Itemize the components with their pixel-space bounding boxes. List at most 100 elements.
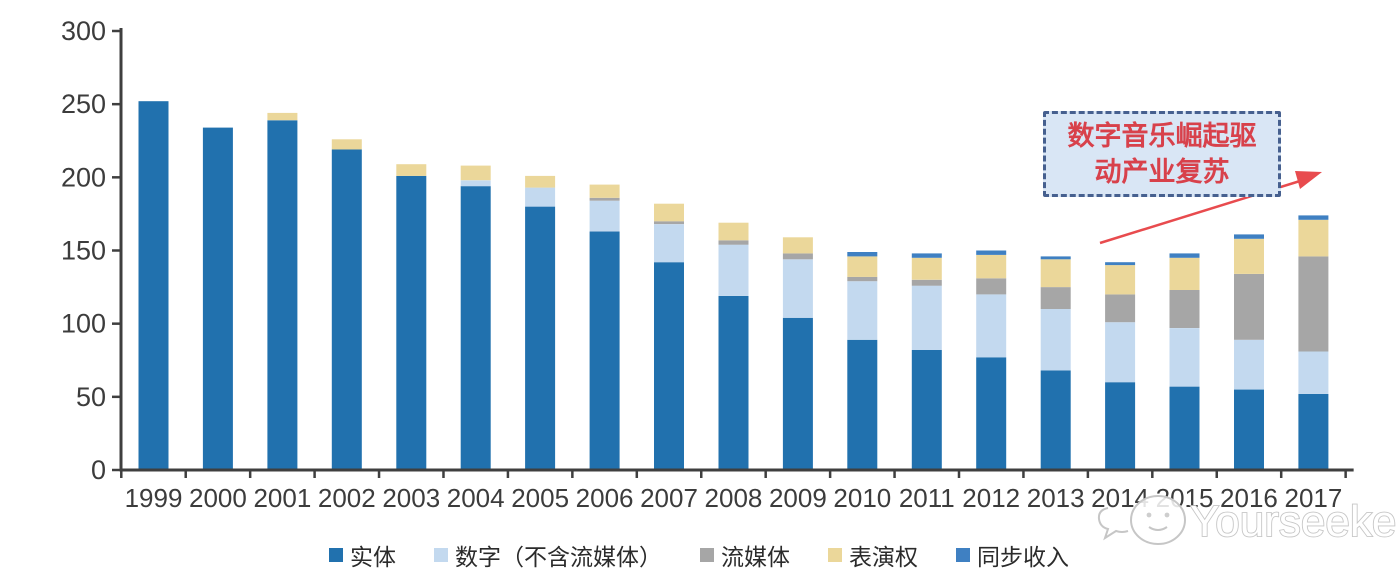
bar-segment-2016 bbox=[1234, 234, 1264, 239]
bar-segment-2005 bbox=[525, 187, 556, 207]
bar-segment-2008 bbox=[718, 222, 749, 241]
legend-swatch-performance bbox=[828, 548, 842, 562]
legend-item-streaming: 流媒体 bbox=[700, 538, 790, 572]
x-tick-label-2011: 2011 bbox=[899, 483, 955, 513]
bar-segment-2014 bbox=[1105, 294, 1136, 323]
bar-segment-2012 bbox=[976, 254, 1007, 279]
bar-segment-2007 bbox=[654, 224, 684, 263]
bar-segment-2012 bbox=[976, 294, 1007, 358]
legend-swatch-physical bbox=[329, 548, 343, 562]
annotation-line-1: 数字音乐崛起驱 bbox=[1067, 120, 1257, 151]
bar-segment-2014 bbox=[1105, 382, 1136, 470]
bar-segment-2013 bbox=[1040, 287, 1071, 309]
x-tick-label-2005: 2005 bbox=[511, 483, 569, 513]
bar-segment-2013 bbox=[1040, 259, 1071, 288]
bar-segment-2006 bbox=[589, 200, 620, 232]
bar-segment-2006 bbox=[589, 197, 620, 201]
y-tick-label: 200 bbox=[61, 162, 106, 192]
y-tick-label: 100 bbox=[61, 309, 106, 339]
legend-swatch-sync bbox=[956, 548, 970, 562]
bar-segment-2015 bbox=[1169, 253, 1200, 258]
bar-segment-2011 bbox=[911, 279, 942, 286]
x-tick-label-2004: 2004 bbox=[447, 483, 505, 513]
x-tick-label-1999: 1999 bbox=[125, 483, 183, 513]
bar-segment-2009 bbox=[782, 237, 813, 254]
annotation-line-2: 动产业复苏 bbox=[1094, 157, 1230, 187]
bar-segment-2010 bbox=[847, 256, 878, 277]
legend-item-performance: 表演权 bbox=[828, 538, 918, 572]
bar-segment-2016 bbox=[1234, 339, 1264, 390]
bar-segment-2010 bbox=[847, 276, 878, 282]
x-tick-label-2013: 2013 bbox=[1027, 483, 1085, 513]
x-tick-label-2003: 2003 bbox=[382, 483, 440, 513]
bar-segment-2007 bbox=[654, 221, 684, 225]
legend-item-physical: 实体 bbox=[329, 538, 396, 572]
bar-segment-2013 bbox=[1040, 370, 1071, 470]
bar-segment-2015 bbox=[1169, 328, 1200, 387]
bar-segment-2017 bbox=[1298, 351, 1329, 394]
bar-segment-2009 bbox=[782, 317, 813, 470]
x-tick-label-2009: 2009 bbox=[769, 483, 827, 513]
bar-segment-2003 bbox=[396, 175, 427, 470]
bar-segment-2007 bbox=[654, 262, 684, 470]
bar-segment-2015 bbox=[1169, 257, 1200, 290]
x-tick-label-2017: 2017 bbox=[1284, 483, 1342, 513]
bar-segment-2008 bbox=[718, 295, 749, 470]
legend-label-digital: 数字（不含流媒体） bbox=[455, 545, 662, 570]
bar-segment-2002 bbox=[331, 139, 362, 150]
bar-segment-2016 bbox=[1234, 389, 1264, 470]
bar-segment-2007 bbox=[654, 203, 684, 222]
y-tick-label: 250 bbox=[61, 89, 106, 119]
bar-segment-2005 bbox=[525, 206, 556, 470]
bar-segment-2009 bbox=[782, 259, 813, 318]
bar-segment-2013 bbox=[1040, 309, 1071, 371]
bar-segment-2001 bbox=[267, 120, 298, 471]
bar-segment-2012 bbox=[976, 357, 1007, 470]
x-tick-label-2002: 2002 bbox=[318, 483, 376, 513]
legend-swatch-streaming bbox=[700, 548, 714, 562]
x-tick-label-2015: 2015 bbox=[1156, 483, 1214, 513]
bar-segment-2006 bbox=[589, 231, 620, 470]
bar-segment-2004 bbox=[460, 165, 491, 181]
y-tick-label: 150 bbox=[61, 236, 106, 266]
x-tick-label-2001: 2001 bbox=[253, 483, 311, 513]
bar-segment-2012 bbox=[976, 250, 1007, 255]
legend-item-digital: 数字（不含流媒体） bbox=[434, 538, 662, 572]
legend-label-sync: 同步收入 bbox=[977, 545, 1069, 570]
bar-segment-2005 bbox=[525, 175, 556, 188]
bar-segment-2008 bbox=[718, 240, 749, 245]
bar-segment-2006 bbox=[589, 184, 620, 198]
legend-label-performance: 表演权 bbox=[849, 545, 918, 570]
x-tick-label-2006: 2006 bbox=[576, 483, 634, 513]
bar-segment-2001 bbox=[267, 112, 298, 121]
bar-segment-2011 bbox=[911, 285, 942, 350]
bar-segment-2010 bbox=[847, 281, 878, 340]
y-tick-label: 0 bbox=[91, 455, 106, 485]
bar-segment-2017 bbox=[1298, 215, 1329, 220]
bar-segment-2011 bbox=[911, 257, 942, 280]
legend-swatch-digital bbox=[434, 548, 448, 562]
bar-segment-2004 bbox=[460, 186, 491, 470]
bar-segment-2003 bbox=[396, 164, 427, 176]
bar-segment-2009 bbox=[782, 253, 813, 260]
bar-segment-2016 bbox=[1234, 238, 1264, 274]
bar-segment-2000 bbox=[202, 127, 233, 470]
bar-segment-2017 bbox=[1298, 256, 1329, 352]
bar-segment-2011 bbox=[911, 253, 942, 258]
bar-segment-2004 bbox=[460, 180, 491, 187]
annotation-callout: 数字音乐崛起驱 动产业复苏 bbox=[1043, 111, 1281, 197]
bar-segment-2013 bbox=[1040, 256, 1071, 260]
bar-segment-2017 bbox=[1298, 219, 1329, 257]
bar-segment-2011 bbox=[911, 350, 942, 470]
bar-segment-2002 bbox=[331, 149, 362, 470]
x-tick-label-2010: 2010 bbox=[833, 483, 891, 513]
bar-segment-2010 bbox=[847, 252, 878, 257]
legend-label-physical: 实体 bbox=[350, 545, 396, 570]
bar-segment-2015 bbox=[1169, 386, 1200, 470]
y-tick-label: 50 bbox=[76, 382, 106, 412]
x-tick-label-2016: 2016 bbox=[1220, 483, 1278, 513]
legend-item-sync: 同步收入 bbox=[956, 538, 1069, 572]
bar-segment-2014 bbox=[1105, 262, 1136, 266]
x-tick-label-2008: 2008 bbox=[705, 483, 763, 513]
